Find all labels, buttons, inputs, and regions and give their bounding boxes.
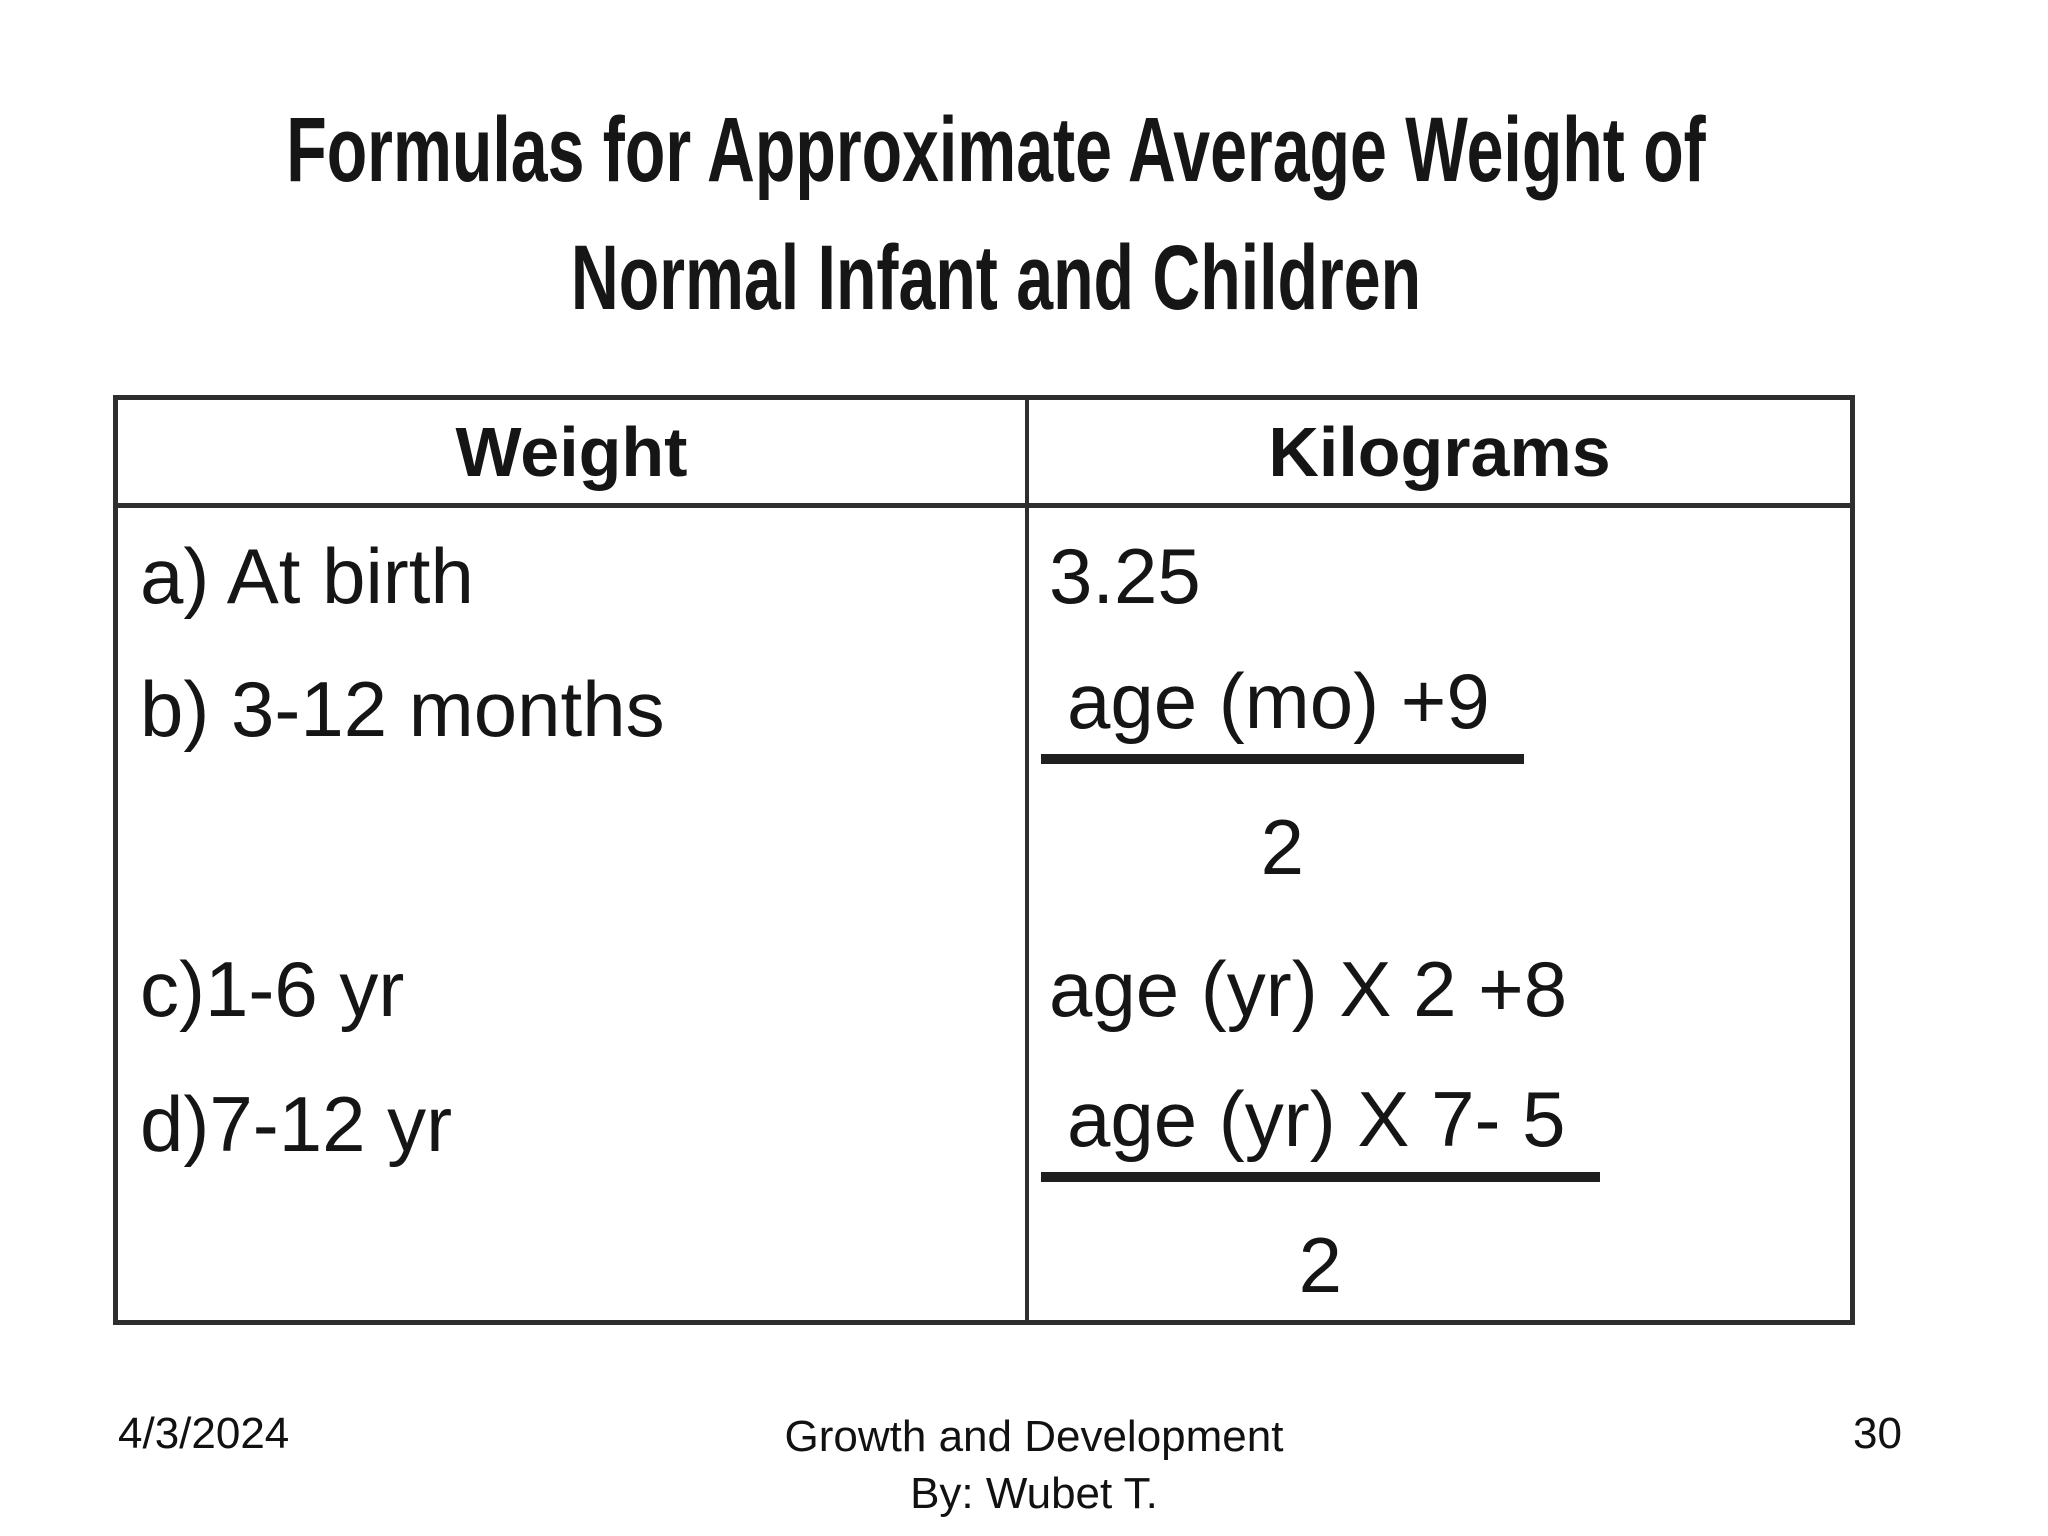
- row-c-value: age (yr) X 2 +8: [1049, 945, 1568, 1033]
- footer-date: 4/3/2024: [118, 1409, 290, 1458]
- footer-page-number: 30: [1853, 1409, 1902, 1458]
- row-a-value: 3.25: [1049, 532, 1201, 620]
- weight-formula-table: Weight Kilograms a) At birth b) 3-12 mon…: [113, 395, 1855, 1325]
- row-b-fraction-denominator: 2: [1260, 803, 1305, 891]
- row-d-fraction-numerator: age (yr) X 7- 5: [1041, 1076, 1600, 1182]
- footer-subject: Growth and Development: [784, 1412, 1284, 1461]
- header-cell-kilograms: Kilograms: [1025, 400, 1850, 503]
- footer-center: Growth and Development By: Wubet T.: [10, 1408, 2048, 1522]
- slide-title-line-2: Normal Infant and Children: [570, 227, 1422, 329]
- row-c-label: c)1-6 yr: [140, 945, 405, 1033]
- row-a-label: a) At birth: [140, 532, 474, 620]
- row-d-label: d)7-12 yr: [140, 1080, 453, 1168]
- column-weight: a) At birth b) 3-12 months c)1-6 yr d)7-…: [118, 508, 1025, 1320]
- footer-author: By: Wubet T.: [910, 1469, 1158, 1518]
- slide-title-line-1: Formulas for Approximate Average Weight …: [286, 99, 1706, 201]
- row-b-label: b) 3-12 months: [140, 665, 665, 753]
- row-d-fraction: age (yr) X 7- 5 2: [1041, 1076, 1600, 1308]
- row-b-fraction: age (mo) +9 2: [1041, 658, 1524, 890]
- header-cell-weight: Weight: [455, 412, 688, 491]
- table-body: a) At birth b) 3-12 months c)1-6 yr d)7-…: [118, 508, 1850, 1320]
- slide-title: Formulas for Approximate Average Weight …: [259, 86, 1734, 342]
- row-d-fraction-denominator: 2: [1298, 1221, 1342, 1309]
- table-header-row: Weight Kilograms: [118, 400, 1850, 508]
- row-b-fraction-numerator: age (mo) +9: [1041, 658, 1524, 764]
- column-kilograms: 3.25 age (mo) +9 2 age (yr) X 2 +8 age (…: [1025, 508, 1850, 1320]
